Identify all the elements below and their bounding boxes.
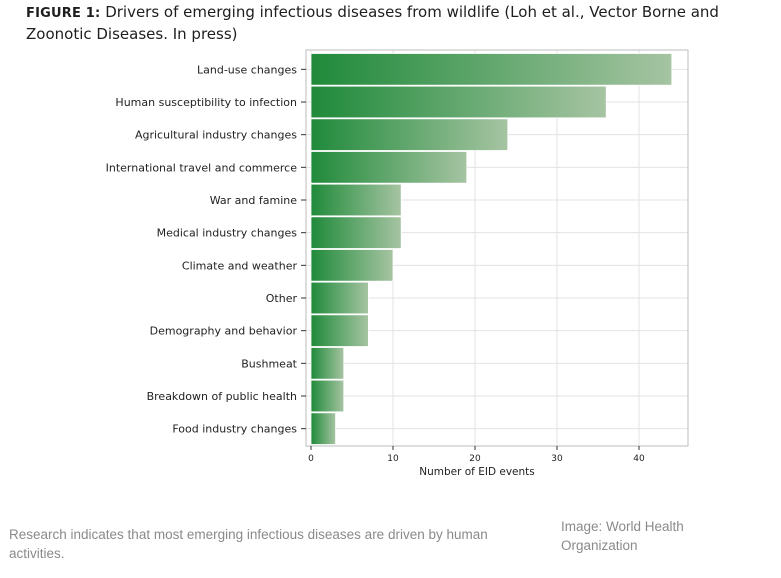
category-label: Other — [266, 292, 298, 305]
category-label: Land-use changes — [197, 63, 297, 76]
category-label: War and famine — [210, 194, 297, 207]
bar — [310, 314, 369, 347]
figure-label: FIGURE 1: — [26, 6, 101, 21]
category-label: Breakdown of public health — [147, 390, 297, 403]
category-label: Bushmeat — [241, 357, 297, 370]
bar — [310, 151, 468, 184]
x-axis-ticks: 0 10 20 30 40 — [308, 446, 645, 464]
bar — [310, 347, 345, 380]
category-label: International travel and commerce — [106, 161, 298, 174]
bar — [310, 412, 337, 445]
category-label: Food industry changes — [172, 423, 297, 436]
bar — [310, 216, 402, 249]
category-labels: Land-use changes Human susceptibility to … — [106, 63, 306, 436]
bar — [310, 249, 394, 282]
x-tick-label: 30 — [551, 454, 563, 464]
bar — [310, 183, 402, 217]
plot-frame — [305, 49, 689, 447]
bar — [310, 379, 345, 413]
image-credit: Image: World Health Organization — [561, 519, 684, 553]
x-tick-label: 0 — [308, 454, 314, 464]
category-label: Human susceptibility to infection — [115, 96, 297, 109]
x-tick-label: 40 — [633, 454, 645, 464]
category-label: Agricultural industry changes — [135, 129, 297, 142]
figure-title: FIGURE 1: Drivers of emerging infectious… — [26, 2, 766, 45]
bar — [310, 53, 673, 86]
category-label: Demography and behavior — [150, 325, 298, 338]
bar — [310, 85, 607, 119]
x-tick-label: 20 — [469, 454, 481, 464]
x-tick-label: 10 — [387, 454, 399, 464]
bar — [310, 118, 509, 151]
figure-title-text: Drivers of emerging infectious diseases … — [26, 3, 719, 43]
bars — [310, 53, 673, 445]
x-axis-title: Number of EID events — [419, 466, 535, 478]
image-caption: Research indicates that most emerging in… — [9, 527, 488, 561]
category-label: Medical industry changes — [157, 227, 298, 240]
bar-chart: Land-use changes Human susceptibility to … — [106, 49, 689, 478]
category-label: Climate and weather — [182, 259, 298, 272]
bar — [310, 281, 369, 315]
